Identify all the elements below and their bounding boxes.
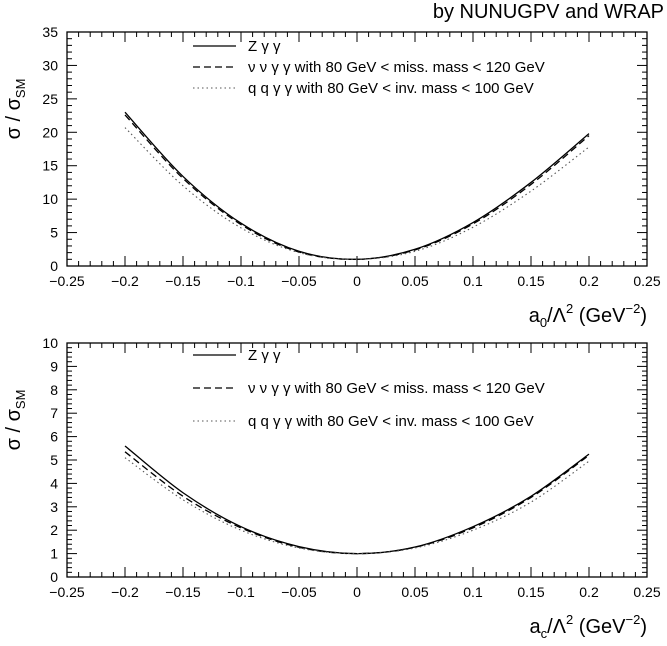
legend-label-z: Z γ γ	[248, 38, 281, 55]
y-tick-label: 35	[42, 24, 58, 40]
series-nunu-curve	[124, 114, 590, 260]
x-tick-label: 0.2	[579, 584, 599, 600]
bottom-chart-panel: −0.25 −0.2 −0.15 −0.1 −0.05 0 0.05 0.1 0.15 0.2 0.…	[3, 335, 661, 641]
y-tick-label: 25	[42, 91, 58, 107]
header-text: by NUNUGPV and WRAP	[433, 1, 664, 23]
x-tick-label: 0.25	[633, 273, 660, 289]
y-tick-label: 10	[42, 335, 58, 351]
series-nunu-curve	[124, 451, 590, 555]
x-tick-label: 0.05	[401, 584, 428, 600]
x-tick-label: 0.15	[517, 273, 544, 289]
x-axis-label: a0/Λ2 (GeV−2)	[529, 301, 647, 330]
y-tick-label: 0	[50, 258, 58, 274]
x-tick-label: −0.15	[165, 584, 201, 600]
x-tick-label: −0.05	[281, 273, 317, 289]
x-tick-label: 0.1	[463, 273, 483, 289]
x-tick-label: 0.25	[633, 584, 660, 600]
y-tick-label: 2	[50, 522, 58, 538]
y-tick-label: 20	[42, 124, 58, 140]
x-tick-label: 0.15	[517, 584, 544, 600]
series-z-curve	[124, 445, 590, 555]
x-axis-label: ac/Λ2 (GeV−2)	[529, 612, 647, 641]
top-chart-panel: −0.25 −0.2 −0.15 −0.1 −0.05 0 0.05 0.1 0.15 0.2 0.…	[3, 24, 661, 330]
y-axis-label: σ / σSM	[3, 79, 28, 140]
y-tick-label: 7	[50, 405, 58, 421]
legend-label-nunu: ν ν γ γ with 80 GeV < miss. mass < 120 G…	[248, 380, 545, 397]
legend-label-z: Z γ γ	[248, 347, 281, 364]
x-tick-label: −0.1	[227, 273, 255, 289]
series-qq-curve	[124, 457, 590, 555]
plot-frame	[66, 342, 648, 578]
series-qq-curve	[124, 127, 590, 260]
x-tick-label: −0.25	[49, 273, 85, 289]
y-tick-label: 15	[42, 158, 58, 174]
x-tick-label: −0.25	[49, 584, 85, 600]
x-tick-label: −0.2	[111, 273, 139, 289]
y-tick-label: 3	[50, 499, 58, 515]
x-tick-label: −0.15	[165, 273, 201, 289]
y-tick-label: 10	[42, 191, 58, 207]
y-tick-label: 6	[50, 429, 58, 445]
y-tick-label: 1	[50, 546, 58, 562]
x-tick-label: 0.2	[579, 273, 599, 289]
x-tick-label: 0.1	[463, 584, 483, 600]
x-tick-label: 0.05	[401, 273, 428, 289]
y-tick-label: 5	[50, 452, 58, 468]
y-tick-label: 4	[50, 475, 58, 491]
y-axis-label: σ / σSM	[3, 390, 28, 451]
legend-label-nunu: ν ν γ γ with 80 GeV < miss. mass < 120 G…	[248, 59, 545, 76]
y-tick-label: 0	[50, 569, 58, 585]
y-tick-label: 30	[42, 57, 58, 73]
x-tick-label: −0.1	[227, 584, 255, 600]
legend-label-qq: q q γ γ with 80 GeV < inv. mass < 100 Ge…	[248, 413, 534, 430]
y-tick-label: 5	[50, 225, 58, 241]
x-tick-label: −0.2	[111, 584, 139, 600]
x-tick-label: −0.05	[281, 584, 317, 600]
x-tick-label: 0	[353, 584, 361, 600]
legend-label-qq: q q γ γ with 80 GeV < inv. mass < 100 Ge…	[248, 80, 534, 97]
series-z-curve	[124, 111, 590, 260]
x-tick-label: 0	[353, 273, 361, 289]
y-tick-label: 8	[50, 382, 58, 398]
y-tick-label: 9	[50, 358, 58, 374]
